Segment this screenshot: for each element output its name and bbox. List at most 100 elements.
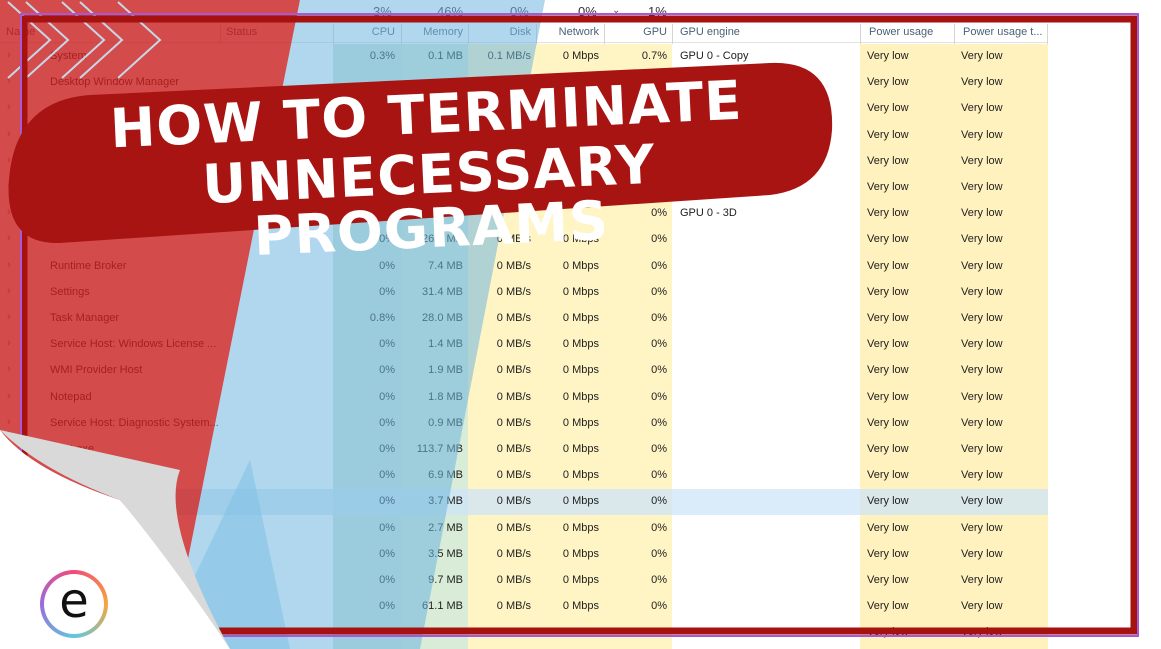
column-disk[interactable]: Disk <box>509 26 531 38</box>
column-divider[interactable] <box>220 24 221 44</box>
power-usage-value: Very low <box>867 338 909 351</box>
power-trend-value: Very low <box>961 364 1003 377</box>
power-usage-value: Very low <box>867 128 909 141</box>
power-usage-value: Very low <box>867 181 909 193</box>
gpu-value: 0.7% <box>641 50 667 62</box>
power-trend-value: Very low <box>961 259 1003 272</box>
gpu-value <box>604 626 667 642</box>
column-power-usage-trend[interactable]: Power usage t... <box>963 26 1043 38</box>
expand-chevron-icon[interactable]: › <box>7 573 11 585</box>
expand-chevron-icon[interactable]: › <box>7 546 11 559</box>
memory-value: 7.4 MB <box>428 259 463 272</box>
cpu-value: 0% <box>379 574 395 586</box>
memory-value: 3.5 MB <box>428 547 463 560</box>
column-power-usage[interactable]: Power usage <box>869 26 934 38</box>
cpu-value: 0.8% <box>369 312 395 324</box>
gpu-engine-value <box>680 522 850 538</box>
column-cpu[interactable]: CPU <box>371 26 395 38</box>
column-divider[interactable] <box>401 24 402 44</box>
column-memory[interactable]: Memory <box>423 26 463 38</box>
column-gpu-engine[interactable]: GPU engine <box>680 26 740 38</box>
expand-chevron-icon[interactable]: › <box>7 180 11 192</box>
memory-value: 2.7 MB <box>428 521 463 534</box>
gpu-engine-value <box>680 548 850 564</box>
expand-chevron-icon[interactable]: › <box>7 153 11 166</box>
expand-chevron-icon[interactable]: › <box>7 520 11 533</box>
network-value: 0 Mbps <box>562 416 599 429</box>
table-row[interactable]: › 0% 61.1 MB 0 MB/s 0 Mbps 0% Very low Very low <box>0 594 1048 620</box>
cpu-value <box>333 626 395 642</box>
column-network[interactable]: Network <box>558 26 599 38</box>
expand-chevron-icon[interactable]: › <box>7 101 11 114</box>
column-divider[interactable] <box>468 24 469 44</box>
expand-chevron-icon[interactable]: › <box>7 75 11 88</box>
sort-chevron-icon[interactable]: ⌄ <box>612 5 621 16</box>
gpu-engine-value <box>680 443 850 459</box>
network-value: 0 Mbps <box>562 443 599 455</box>
power-trend-value: Very low <box>961 469 1003 482</box>
table-row[interactable]: › Service Host: Diagnostic System... 0% 0.9… <box>0 411 1048 437</box>
expand-chevron-icon[interactable]: › <box>7 599 11 612</box>
column-divider[interactable] <box>672 24 673 44</box>
expand-chevron-icon[interactable]: › <box>7 494 11 507</box>
table-row[interactable]: › System 0.3% 0.1 MB 0.1 MB/s 0 Mbps 0.7% GPU 0… <box>0 44 1048 70</box>
expand-chevron-icon[interactable]: › <box>7 232 11 245</box>
power-usage-value: Very low <box>867 495 909 508</box>
column-name[interactable]: Name <box>6 26 36 38</box>
power-trend-value: Very low <box>961 390 1003 403</box>
cpu-value: 0% <box>379 600 395 613</box>
table-row[interactable]: › WMI Provider Host 0% 1.9 MB 0 MB/s 0 Mbps 0%… <box>0 358 1048 384</box>
column-divider[interactable] <box>860 24 861 44</box>
table-row[interactable]: › Task Manager 0.8% 28.0 MB 0 MB/s 0 Mbps 0% Ve… <box>0 306 1048 332</box>
expand-chevron-icon[interactable]: › <box>7 284 11 297</box>
expand-chevron-icon[interactable]: › <box>7 127 11 140</box>
column-divider[interactable] <box>333 24 334 44</box>
expand-chevron-icon[interactable]: › <box>7 311 11 323</box>
table-row[interactable]: › 0% 2.7 MB 0 MB/s 0 Mbps 0% Very low Very low <box>0 516 1048 542</box>
cpu-value: 0% <box>379 338 395 351</box>
brand-logo: e <box>40 570 108 638</box>
column-status[interactable]: Status <box>226 26 258 38</box>
memory-value: 31.4 MB <box>422 285 463 298</box>
table-row[interactable]: › myst.exe 0% 113.7 MB 0 MB/s 0 Mbps 0% Very lo… <box>0 437 1048 463</box>
gpu-engine-value <box>680 312 850 328</box>
process-name: Notepad <box>50 390 92 403</box>
disk-value: 0 MB/s <box>496 312 531 324</box>
table-row[interactable]: › Very low Very low <box>0 620 1048 646</box>
network-value: 0 Mbps <box>562 338 599 351</box>
gpu-value: 0% <box>651 312 667 324</box>
network-value: 0 Mbps <box>562 495 599 508</box>
table-row[interactable]: › Notepad 0% 1.8 MB 0 MB/s 0 Mbps 0% Very low Ve… <box>0 385 1048 411</box>
column-divider[interactable] <box>604 24 605 44</box>
expand-chevron-icon[interactable]: › <box>7 468 11 481</box>
gpu-total: 1% <box>648 4 667 19</box>
expand-chevron-icon[interactable]: › <box>7 442 11 454</box>
disk-value: 0.1 MB/s <box>487 50 531 62</box>
expand-chevron-icon[interactable]: › <box>7 389 11 402</box>
gpu-value: 0% <box>651 364 667 377</box>
gpu-engine-value <box>680 391 850 407</box>
table-row[interactable]: › 0% 9.7 MB 0 MB/s 0 Mbps 0% Very low Very low <box>0 568 1048 594</box>
disk-value <box>468 626 531 642</box>
column-divider[interactable] <box>954 24 955 44</box>
table-row[interactable]: › 0% 6.9 MB 0 MB/s 0 Mbps 0% Very low Very low <box>0 463 1048 489</box>
power-trend-value: Very low <box>961 181 1003 193</box>
disk-value: 0 MB/s <box>496 443 531 455</box>
power-usage-value: Very low <box>867 76 909 89</box>
table-row[interactable]: › 0% 3.7 MB 0 MB/s 0 Mbps 0% Very low Very low <box>0 489 1048 516</box>
expand-chevron-icon[interactable]: › <box>7 415 11 428</box>
expand-chevron-icon[interactable]: › <box>7 258 11 271</box>
table-row[interactable]: › Service Host: Windows License ... 0% 1.4 … <box>0 332 1048 358</box>
cpu-value: 0% <box>379 521 395 534</box>
expand-chevron-icon[interactable]: › <box>7 206 11 219</box>
expand-chevron-icon[interactable]: › <box>7 625 11 638</box>
column-divider[interactable] <box>536 24 537 44</box>
power-usage-value: Very low <box>867 574 909 586</box>
expand-chevron-icon[interactable]: › <box>7 363 11 376</box>
column-gpu[interactable]: GPU <box>643 26 667 38</box>
expand-chevron-icon[interactable]: › <box>7 49 11 61</box>
expand-chevron-icon[interactable]: › <box>7 337 11 350</box>
column-divider[interactable] <box>1047 24 1048 44</box>
table-row[interactable]: › 0% 3.5 MB 0 MB/s 0 Mbps 0% Very low Very low <box>0 542 1048 568</box>
table-row[interactable]: › Settings 0% 31.4 MB 0 MB/s 0 Mbps 0% Very low… <box>0 280 1048 306</box>
